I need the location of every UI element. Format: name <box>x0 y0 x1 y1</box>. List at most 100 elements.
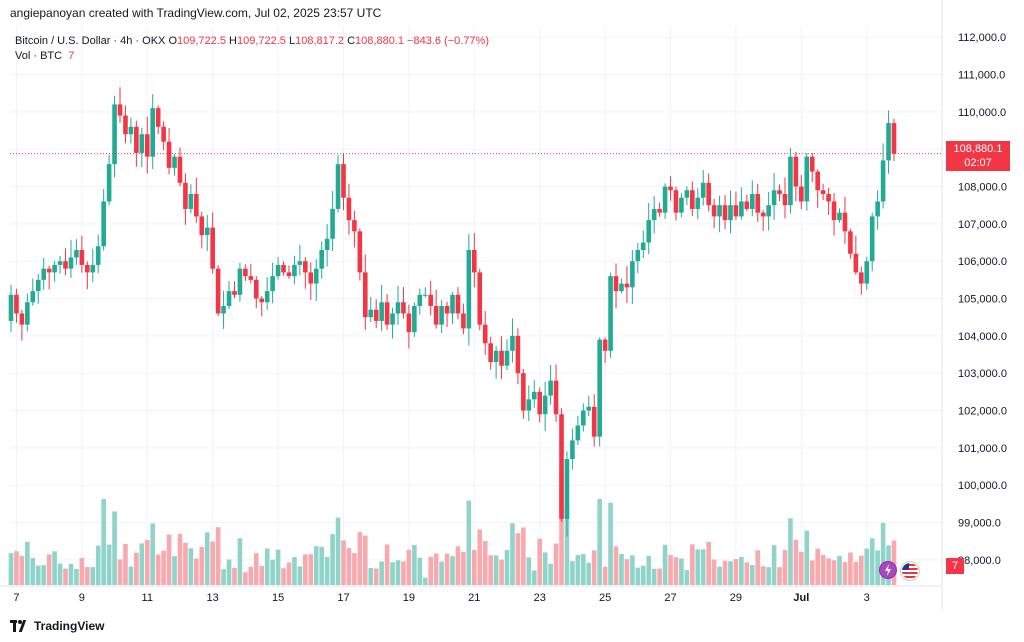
candle-body <box>455 294 461 314</box>
volume-tag: 7 <box>946 558 964 574</box>
volume-bar <box>450 556 455 585</box>
volume-bar <box>760 566 766 585</box>
candle-body <box>804 156 810 202</box>
candle-body <box>253 279 259 299</box>
volume-bar <box>869 538 875 585</box>
candle-body <box>640 242 646 250</box>
volume-bar <box>101 499 106 585</box>
candle-body <box>106 164 112 202</box>
candle-body <box>308 272 314 284</box>
volume-bar <box>586 562 592 585</box>
candle-body <box>117 104 123 116</box>
candle-body <box>548 380 553 396</box>
volume-bar <box>504 550 510 585</box>
volume-bar <box>308 554 314 585</box>
volume-bar <box>591 550 597 585</box>
volume-bar <box>221 569 226 585</box>
candle-body <box>188 194 194 209</box>
volume-bar <box>799 551 804 585</box>
candle-body <box>259 298 265 303</box>
candle-body <box>531 391 537 400</box>
volume-bar <box>875 550 880 585</box>
volume-bar <box>155 554 161 585</box>
candle-body <box>264 291 270 303</box>
bar-countdown: 02:07 <box>964 157 992 169</box>
volume-bar <box>215 527 221 585</box>
candle-body <box>417 294 423 306</box>
candle-body <box>575 425 581 441</box>
candle-body <box>444 306 450 314</box>
volume-bar <box>804 530 810 585</box>
volume-bar <box>717 566 722 585</box>
candle-body <box>771 190 777 206</box>
candle-body <box>864 261 870 284</box>
volume-bar <box>880 522 886 585</box>
low-value: 108,817.2 <box>295 35 345 47</box>
candle-body <box>79 250 85 265</box>
volume-bar <box>134 552 139 585</box>
candle-body <box>739 201 744 217</box>
volume-bar <box>749 565 755 585</box>
candle-body <box>144 134 150 157</box>
volume-bar <box>357 532 363 585</box>
high-value: 109,722.5 <box>236 35 286 47</box>
volume-bar <box>25 541 30 585</box>
candle-body <box>112 104 117 165</box>
volume-label[interactable]: Vol · BTC <box>15 50 63 62</box>
volume-bar <box>640 565 646 585</box>
candle-body <box>624 283 630 288</box>
volume-bar <box>150 523 156 585</box>
candle-body <box>673 190 679 213</box>
candle-body <box>461 313 466 329</box>
candle-body <box>499 350 504 366</box>
candle-body <box>646 220 652 243</box>
x-tick-label: 15 <box>272 592 284 604</box>
candle-body <box>679 197 684 213</box>
candle-body <box>177 156 183 183</box>
candle-body <box>559 414 564 519</box>
volume-bar <box>695 549 701 585</box>
volume-bar <box>815 548 820 585</box>
lightning-event-icon[interactable] <box>879 561 897 579</box>
symbol-title[interactable]: Bitcoin / U.S. Dollar · 4h · OKX <box>15 35 166 47</box>
volume-bar <box>619 553 624 585</box>
volume-bar <box>553 543 559 585</box>
candle-body <box>270 276 275 292</box>
candle-body <box>777 190 782 194</box>
chart-caption: angiepanoyan created with TradingView.co… <box>10 6 382 20</box>
candle-body <box>384 302 390 325</box>
candle-body <box>406 313 412 333</box>
candle-body <box>357 231 363 273</box>
us-flag-event-icon[interactable] <box>900 561 920 581</box>
candle-body <box>346 197 352 221</box>
volume-bar <box>499 559 504 585</box>
candle-body <box>243 268 248 277</box>
candle-body <box>886 123 891 161</box>
candle-body <box>602 339 608 351</box>
candle-body <box>706 182 711 206</box>
volume-bar <box>330 534 335 585</box>
last-price-tag: 108,880.1 02:07 <box>946 141 1010 171</box>
volume-bar <box>128 566 134 585</box>
volume-bar <box>651 568 657 585</box>
candle-body <box>183 182 188 209</box>
candle-body <box>319 250 324 269</box>
footer-brand-label: TradingView <box>34 619 105 633</box>
volume-bar <box>570 561 575 585</box>
volume-bar <box>379 561 384 585</box>
volume-bar <box>253 553 259 585</box>
volume-bar <box>739 556 744 585</box>
candle-body <box>766 205 771 217</box>
candle-body <box>57 261 63 265</box>
candle-body <box>799 186 804 202</box>
y-tick-label: 100,000.0 <box>958 480 1007 492</box>
close-value: 108,880.1 <box>355 35 404 47</box>
x-tick-label: 23 <box>534 592 546 604</box>
footer-brand[interactable]: TradingView <box>10 619 104 633</box>
candle-body <box>199 216 205 236</box>
volume-bar <box>766 567 771 585</box>
volume-bar <box>286 562 292 585</box>
candle-body <box>613 276 619 292</box>
candle-body <box>581 410 586 426</box>
